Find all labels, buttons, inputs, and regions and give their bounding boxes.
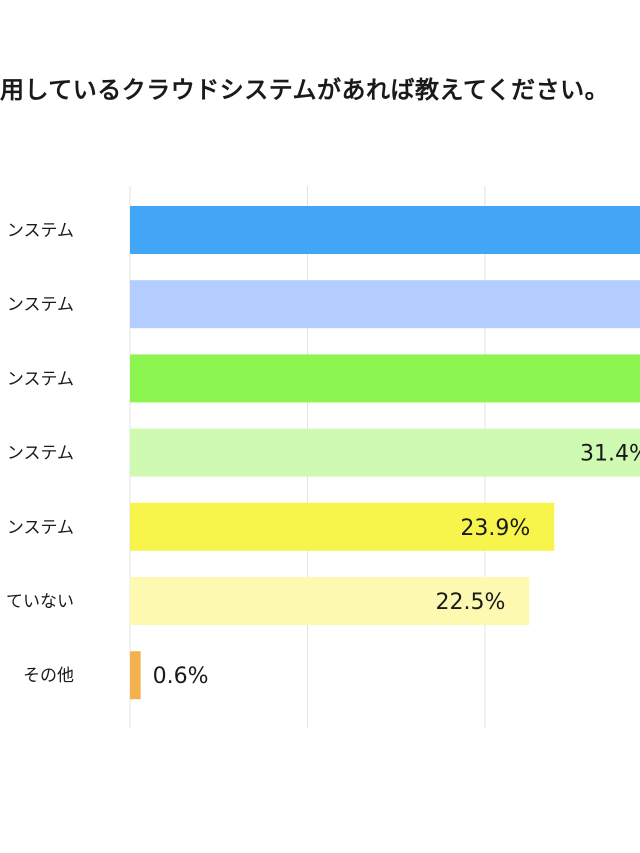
bar bbox=[130, 280, 640, 329]
category-label: ンステム bbox=[7, 369, 74, 389]
value-label: 23.9% bbox=[460, 516, 530, 541]
bar bbox=[130, 651, 141, 700]
bar bbox=[130, 502, 555, 551]
chart-title: 用しているクラウドシステムがあれば教えてください。 bbox=[0, 76, 610, 104]
category-label: ンステム bbox=[7, 518, 74, 538]
category-label: ていない bbox=[6, 592, 74, 612]
value-label: 22.5% bbox=[435, 590, 505, 615]
bar bbox=[130, 354, 640, 403]
bar bbox=[130, 206, 640, 254]
value-labels: 31.4% 23.9% 22.5% 0.6% bbox=[153, 442, 640, 690]
bars bbox=[130, 206, 640, 700]
category-label: その他 bbox=[23, 666, 74, 686]
value-label: 0.6% bbox=[153, 664, 209, 689]
category-label: ンステム bbox=[7, 444, 74, 464]
category-label: ンステム bbox=[7, 221, 74, 241]
value-label: 31.4% bbox=[580, 442, 640, 467]
bar bbox=[130, 428, 640, 477]
category-label: ンステム bbox=[7, 295, 74, 315]
bar bbox=[130, 577, 530, 625]
